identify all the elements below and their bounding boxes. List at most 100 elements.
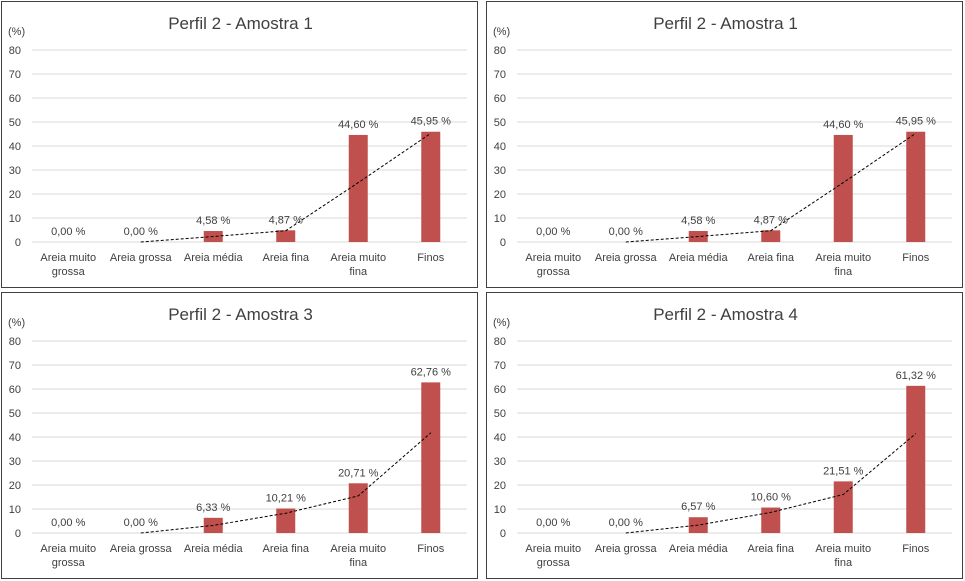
- chart-svg: Perfil 2 - Amostra 4 (%) 0 10 20 30 40 50 60 70 80…: [493, 305, 952, 569]
- chart-title: Perfil 2 - Amostra 3: [168, 305, 313, 324]
- y-tick-label: 80: [494, 336, 506, 348]
- data-label: 10,60 %: [751, 492, 792, 504]
- data-label: 44,60 %: [338, 119, 379, 131]
- x-category-label: Finos: [902, 252, 929, 264]
- x-category-label: Areia muito: [525, 543, 581, 555]
- y-tick-label: 60: [494, 93, 506, 105]
- chart-panel-3: Perfil 2 - Amostra 3 (%) 0 10 20 30 40 50 60 70 80…: [1, 292, 478, 579]
- data-label: 0,00 %: [124, 226, 158, 238]
- y-tick-label: 20: [494, 480, 506, 492]
- bar: [421, 382, 441, 533]
- y-tick-label: 40: [9, 141, 21, 153]
- bar: [833, 134, 853, 242]
- data-label: 20,71 %: [338, 467, 379, 479]
- bar: [761, 507, 781, 533]
- data-label: 4,87 %: [754, 214, 788, 226]
- x-category-label: grossa: [52, 266, 86, 278]
- y-tick-label: 50: [9, 117, 21, 129]
- x-category-label: Areia muito: [815, 252, 871, 264]
- bar: [761, 230, 781, 242]
- x-category-label: Areia média: [669, 252, 729, 264]
- y-tick-label: 40: [9, 432, 21, 444]
- chart-svg: Perfil 2 - Amostra 3 (%) 0 10 20 30 40 50 60 70 80…: [8, 305, 467, 569]
- y-tick-label: 30: [494, 456, 506, 468]
- x-category-label: Areia muito: [40, 543, 96, 555]
- trendline: [625, 433, 917, 534]
- trendline: [140, 432, 432, 534]
- x-category-label: Areia média: [184, 543, 244, 555]
- x-category-label: fina: [834, 557, 853, 569]
- x-category-label: grossa: [537, 266, 571, 278]
- trendline: [140, 132, 432, 243]
- x-category-label: Areia fina: [748, 252, 795, 264]
- y-tick-label: 60: [9, 93, 21, 105]
- y-tick-label: 0: [500, 237, 506, 249]
- y-tick-label: 80: [9, 45, 21, 57]
- data-label: 0,00 %: [609, 517, 643, 529]
- y-tick-label: 0: [500, 528, 506, 540]
- data-label: 61,32 %: [896, 370, 937, 382]
- data-label: 6,33 %: [196, 502, 230, 514]
- x-category-label: Areia muito: [330, 252, 386, 264]
- x-category-label: Areia muito: [330, 543, 386, 555]
- x-category-label: fina: [834, 266, 853, 278]
- y-tick-label: 30: [494, 165, 506, 177]
- y-unit-label: (%): [8, 26, 25, 38]
- x-category-label: Areia grossa: [110, 252, 173, 264]
- y-unit-label: (%): [493, 317, 510, 329]
- y-tick-label: 10: [494, 504, 506, 516]
- y-tick-label: 80: [494, 45, 506, 57]
- y-tick-label: 70: [494, 69, 506, 81]
- data-label: 0,00 %: [536, 226, 570, 238]
- bar: [421, 131, 441, 242]
- y-tick-label: 70: [494, 360, 506, 372]
- bar: [906, 385, 926, 533]
- x-category-label: Areia muito: [40, 252, 96, 264]
- y-tick-label: 10: [494, 213, 506, 225]
- chart-title: Perfil 2 - Amostra 1: [653, 14, 798, 33]
- data-label: 21,51 %: [823, 465, 864, 477]
- y-tick-label: 70: [9, 69, 21, 81]
- y-tick-label: 40: [494, 432, 506, 444]
- x-category-label: grossa: [52, 557, 86, 569]
- y-tick-label: 20: [9, 480, 21, 492]
- bar: [348, 134, 368, 242]
- data-label: 0,00 %: [51, 517, 85, 529]
- bar: [833, 481, 853, 533]
- x-category-label: Areia muito: [525, 252, 581, 264]
- chart-svg: Perfil 2 - Amostra 1 (%) 0 10 20 30 40 50 60 70 80…: [8, 14, 467, 278]
- chart-panel-2: Perfil 2 - Amostra 1 (%) 0 10 20 30 40 50 60 70 80…: [486, 1, 963, 288]
- x-category-label: Areia grossa: [595, 543, 658, 555]
- data-label: 0,00 %: [124, 517, 158, 529]
- data-label: 62,76 %: [411, 366, 452, 378]
- y-tick-label: 40: [494, 141, 506, 153]
- x-category-label: Areia grossa: [110, 543, 173, 555]
- x-category-label: fina: [349, 557, 368, 569]
- y-tick-label: 50: [494, 408, 506, 420]
- y-tick-label: 20: [9, 189, 21, 201]
- data-label: 44,60 %: [823, 119, 864, 131]
- chart-title: Perfil 2 - Amostra 4: [653, 305, 798, 324]
- chart-title: Perfil 2 - Amostra 1: [168, 14, 313, 33]
- y-unit-label: (%): [8, 317, 25, 329]
- x-category-label: Areia fina: [748, 543, 795, 555]
- x-category-label: Finos: [417, 252, 444, 264]
- data-label: 4,58 %: [681, 215, 715, 227]
- y-tick-label: 80: [9, 336, 21, 348]
- y-tick-label: 10: [9, 504, 21, 516]
- x-category-label: grossa: [537, 557, 571, 569]
- data-label: 0,00 %: [536, 517, 570, 529]
- bar: [276, 508, 296, 533]
- x-category-label: Areia fina: [263, 543, 310, 555]
- x-category-label: Areia fina: [263, 252, 310, 264]
- x-category-label: Areia muito: [815, 543, 871, 555]
- bar: [348, 483, 368, 533]
- data-label: 10,21 %: [266, 492, 307, 504]
- x-category-label: fina: [349, 266, 368, 278]
- data-label: 4,87 %: [269, 214, 303, 226]
- x-category-label: Finos: [902, 543, 929, 555]
- y-tick-label: 0: [15, 237, 21, 249]
- data-label: 45,95 %: [411, 116, 452, 128]
- x-category-label: Finos: [417, 543, 444, 555]
- y-tick-label: 30: [9, 165, 21, 177]
